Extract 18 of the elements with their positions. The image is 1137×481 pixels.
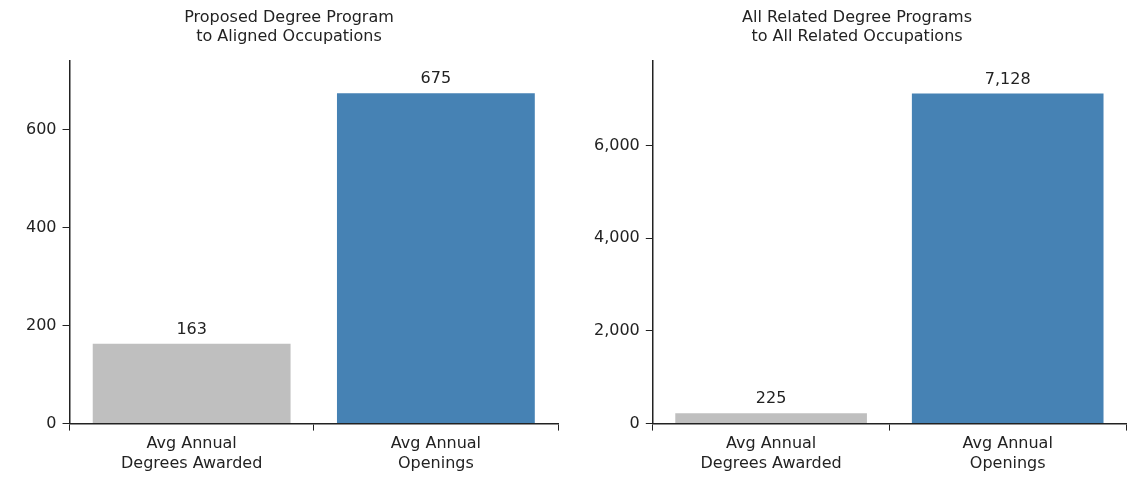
y-tick-label: 2,000	[593, 320, 640, 340]
y-tick-label: 0	[629, 412, 640, 432]
chart-title: All Related Degree Programs to All Related Occupations	[742, 6, 972, 45]
y-tick-label: 600	[25, 119, 57, 139]
data-label: 7,128	[984, 68, 1031, 88]
y-tick-label: 400	[25, 216, 57, 236]
x-tick-label: Avg Annual Degrees Awarded	[121, 433, 263, 472]
data-label: 225	[755, 388, 787, 408]
x-tick-label: Avg Annual Openings	[962, 433, 1053, 472]
y-tick-label: 0	[46, 412, 57, 432]
data-label: 675	[420, 68, 452, 88]
y-tick-label: 4,000	[593, 227, 640, 247]
data-label: 163	[176, 318, 207, 338]
y-tick-label: 6,000	[593, 134, 640, 154]
x-tick-label: Avg Annual Openings	[390, 433, 482, 472]
y-tick-label: 200	[25, 314, 57, 334]
chart-title: Proposed Degree Program to Aligned Occupations	[184, 6, 394, 45]
x-tick-label: Avg Annual Degrees Awarded	[700, 433, 842, 472]
